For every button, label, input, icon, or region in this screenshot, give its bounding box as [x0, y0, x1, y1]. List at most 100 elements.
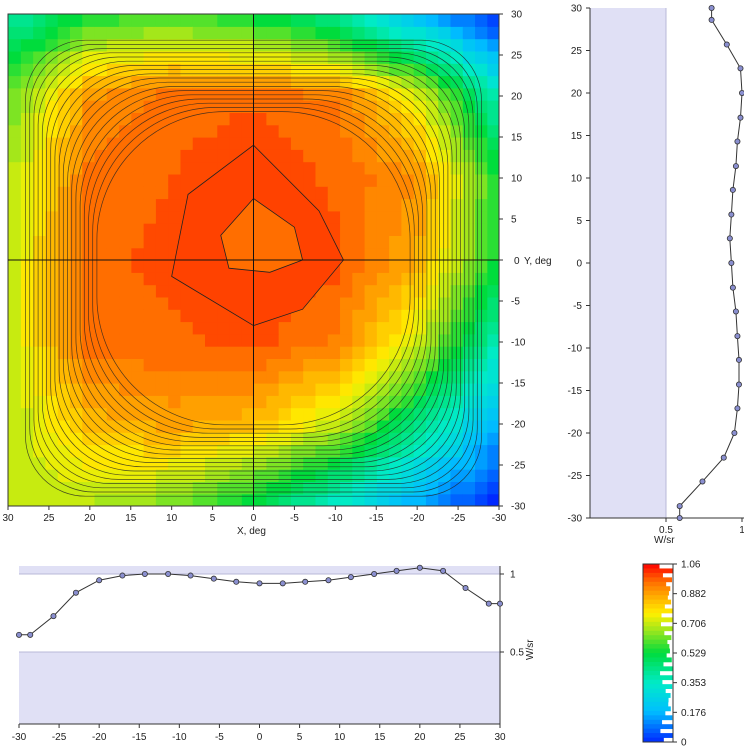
- contour-cell: [93, 309, 107, 323]
- contour-cell: [204, 112, 218, 126]
- contour-cell: [192, 407, 205, 421]
- contour-cell: [265, 432, 279, 446]
- contour-cell: [474, 309, 488, 323]
- contour-cell: [130, 321, 144, 335]
- contour-cell: [437, 14, 451, 27]
- color-legend-label: 0.882: [681, 589, 706, 600]
- horizontal-profile-x-tick-label: -10: [172, 732, 187, 743]
- contour-cell: [204, 321, 218, 335]
- contour-cell: [376, 296, 390, 310]
- vertical-profile-x-tick-label: 0.5: [659, 525, 673, 536]
- contour-cell: [474, 63, 488, 77]
- contour-cell: [32, 481, 46, 495]
- contour-cell: [228, 395, 242, 409]
- contour-cell: [8, 444, 21, 458]
- contour-cell: [155, 284, 169, 298]
- contour-cell: [413, 321, 426, 335]
- contour-cell: [327, 395, 341, 409]
- color-legend-swatch: [643, 568, 673, 574]
- contour-cell: [69, 26, 83, 40]
- contour-cell: [204, 87, 218, 101]
- vertical-profile-point: [734, 405, 741, 412]
- contour-cell: [81, 137, 95, 150]
- contour-cell: [8, 63, 21, 77]
- contour-cell: [143, 321, 156, 335]
- contour-cell: [388, 358, 402, 372]
- vertical-profile-y-tick-label: 30: [571, 4, 583, 15]
- color-legend-swatch: [643, 688, 666, 694]
- contour-cell: [339, 100, 353, 113]
- contour-cell: [93, 284, 107, 298]
- contour-cell: [474, 186, 488, 200]
- contour-cell: [314, 358, 328, 372]
- contour-x-tick-label: 5: [210, 513, 216, 524]
- contour-cell: [8, 112, 21, 126]
- contour-cell: [118, 333, 132, 347]
- contour-cell: [388, 272, 402, 286]
- contour-cell: [192, 26, 205, 40]
- contour-cell: [20, 481, 34, 495]
- contour-cell: [167, 173, 181, 187]
- contour-cell: [388, 444, 402, 458]
- contour-cell: [376, 493, 390, 506]
- contour-cell: [143, 149, 156, 163]
- contour-cell: [216, 50, 230, 64]
- contour-cell: [106, 296, 120, 310]
- contour-cell: [413, 284, 426, 298]
- contour-cell: [69, 346, 83, 359]
- contour-cell: [314, 124, 328, 138]
- contour-cell: [351, 26, 365, 40]
- contour-cell: [265, 26, 279, 40]
- contour-cell: [339, 210, 353, 224]
- contour-cell: [302, 149, 316, 163]
- contour-cell: [314, 161, 328, 175]
- contour-cell: [351, 383, 365, 396]
- contour-cell: [486, 432, 499, 446]
- contour-y-tick-label: 15: [511, 133, 523, 144]
- contour-cell: [253, 358, 267, 372]
- contour-cell: [118, 63, 132, 77]
- contour-cell: [425, 370, 439, 384]
- contour-cell: [339, 14, 353, 27]
- contour-cell: [106, 321, 120, 335]
- color-legend-swatch: [643, 595, 668, 600]
- contour-cell: [449, 38, 463, 52]
- contour-cell: [204, 346, 218, 359]
- contour-cell: [241, 358, 255, 372]
- contour-cell: [388, 296, 402, 310]
- contour-cell: [363, 321, 377, 335]
- contour-cell: [118, 173, 132, 187]
- contour-cell: [192, 87, 205, 101]
- contour-cell: [400, 75, 414, 89]
- contour-y-tick-label: -15: [511, 379, 526, 390]
- contour-cell: [327, 358, 341, 372]
- contour-cell: [388, 346, 402, 359]
- contour-cell: [302, 321, 316, 335]
- contour-cell: [314, 309, 328, 323]
- vertical-profile-point: [676, 515, 683, 522]
- contour-cell: [20, 321, 34, 335]
- contour-cell: [32, 469, 46, 482]
- contour-cell: [363, 272, 377, 286]
- contour-cell: [44, 223, 58, 236]
- contour-cell: [462, 87, 476, 101]
- horizontal-profile-y-tick-label: 1: [510, 570, 516, 581]
- contour-cell: [241, 321, 255, 335]
- horizontal-profile-point: [187, 572, 194, 579]
- contour-cell: [363, 124, 377, 138]
- contour-cell: [302, 186, 316, 200]
- contour-cell: [253, 407, 267, 421]
- contour-cell: [57, 407, 70, 421]
- contour-cell: [400, 161, 414, 175]
- vertical-profile-point: [735, 381, 742, 388]
- contour-cell: [437, 432, 451, 446]
- contour-cell: [265, 124, 279, 138]
- contour-cell: [278, 493, 291, 506]
- contour-cell: [339, 50, 353, 64]
- contour-cell: [106, 407, 120, 421]
- vertical-profile-point: [737, 65, 744, 72]
- contour-cell: [339, 370, 353, 384]
- color-legend-swatch: [643, 626, 673, 632]
- contour-y-tick-label: 10: [511, 174, 523, 185]
- contour-cell: [302, 432, 316, 446]
